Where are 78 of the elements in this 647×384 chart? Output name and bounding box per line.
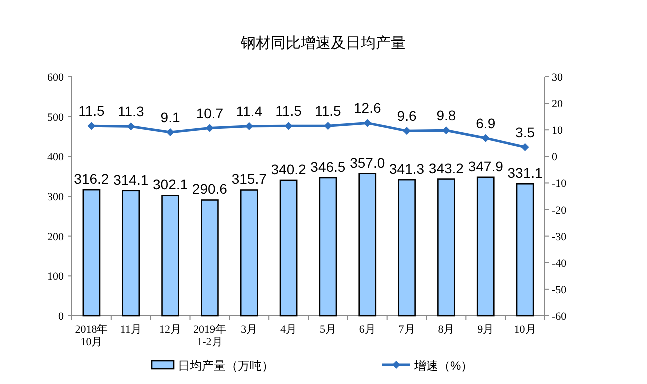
- data-label: 6.9: [476, 115, 496, 132]
- x-tick-label: 7月: [398, 324, 416, 336]
- y-tick-label: 500: [48, 112, 64, 124]
- data-label: 341.3: [390, 161, 425, 178]
- data-label: 357.0: [350, 154, 386, 171]
- bar: [280, 180, 298, 317]
- data-label: 331.1: [508, 165, 544, 182]
- x-tick-label: 4月: [280, 324, 298, 336]
- data-label: 10.7: [196, 105, 224, 122]
- point: [127, 122, 136, 131]
- x-tick-label: 5月: [320, 324, 336, 336]
- point: [324, 122, 332, 130]
- bar: [398, 179, 416, 317]
- x-tick-label: 2018年 10月: [75, 324, 108, 349]
- y2-tick-label: 10: [552, 125, 564, 138]
- y2-tick-label: 20: [552, 98, 564, 111]
- data-label: 315.7: [232, 171, 268, 188]
- x-tick-label: 11月: [120, 324, 142, 336]
- bar: [319, 177, 338, 317]
- point: [364, 119, 372, 128]
- x-tick-label: 12月: [160, 324, 182, 336]
- point: [521, 143, 530, 152]
- bar: [438, 178, 456, 317]
- y2-tick-label: 30: [552, 72, 564, 84]
- x-tick-label: 2019年 1-2月: [193, 324, 226, 349]
- point: [284, 122, 293, 130]
- chart-title: 钢材同比增速及日均产量: [240, 35, 406, 52]
- y2-tick-label: -50: [552, 284, 568, 296]
- data-label: 340.2: [271, 161, 307, 178]
- x-tick-label: 10月: [514, 324, 536, 336]
- y2-tick-label: -60: [552, 311, 568, 323]
- bar: [82, 189, 101, 317]
- bar: [516, 183, 534, 317]
- data-label: 12.6: [354, 100, 382, 116]
- point: [245, 122, 254, 130]
- bar: [358, 173, 377, 317]
- bar: [476, 176, 495, 317]
- data-label: 347.9: [468, 158, 504, 174]
- data-label: 343.2: [428, 160, 464, 176]
- bar: [162, 195, 180, 317]
- data-label: 11.3: [118, 104, 144, 120]
- data-label: 9.1: [160, 110, 180, 126]
- data-label: 302.1: [153, 176, 188, 193]
- y-tick-label: 400: [48, 152, 64, 164]
- legend-label: 增速（%）: [414, 359, 474, 373]
- data-label: 11.5: [276, 103, 302, 120]
- x-tick-label: 9月: [478, 324, 494, 336]
- bar: [240, 190, 258, 317]
- data-label: 290.6: [192, 181, 228, 198]
- y2-tick-label: 0: [552, 152, 558, 164]
- point: [482, 134, 490, 142]
- data-label: 9.6: [397, 108, 417, 124]
- data-label: 314.1: [114, 172, 149, 188]
- y2-tick-label: -10: [552, 178, 568, 190]
- point: [166, 128, 175, 136]
- point: [206, 124, 214, 132]
- legend-label: 日均产量（万吨）: [178, 359, 274, 373]
- y-tick-label: 300: [48, 192, 64, 204]
- x-tick-label: 8月: [438, 324, 455, 336]
- y-tick-label: 0: [58, 311, 64, 323]
- x-tick-label: 3月: [241, 324, 258, 336]
- y2-tick-label: -20: [552, 204, 568, 217]
- point: [88, 122, 96, 130]
- data-label: 11.5: [315, 103, 342, 120]
- data-label: 3.5: [516, 124, 536, 140]
- y-tick-label: 100: [48, 271, 64, 284]
- y-tick-label: 600: [48, 72, 64, 84]
- y-tick-label: 200: [48, 231, 64, 244]
- data-label: 9.8: [436, 108, 456, 124]
- data-label: 316.2: [74, 171, 110, 188]
- y2-tick-label: -40: [552, 258, 568, 270]
- bar: [122, 190, 140, 317]
- bar: [201, 200, 219, 317]
- data-label: 11.5: [78, 103, 106, 120]
- x-tick-label: 6月: [359, 324, 376, 336]
- y2-tick-label: -30: [552, 231, 568, 244]
- data-label: 11.4: [236, 103, 263, 120]
- data-label: 346.5: [310, 158, 346, 175]
